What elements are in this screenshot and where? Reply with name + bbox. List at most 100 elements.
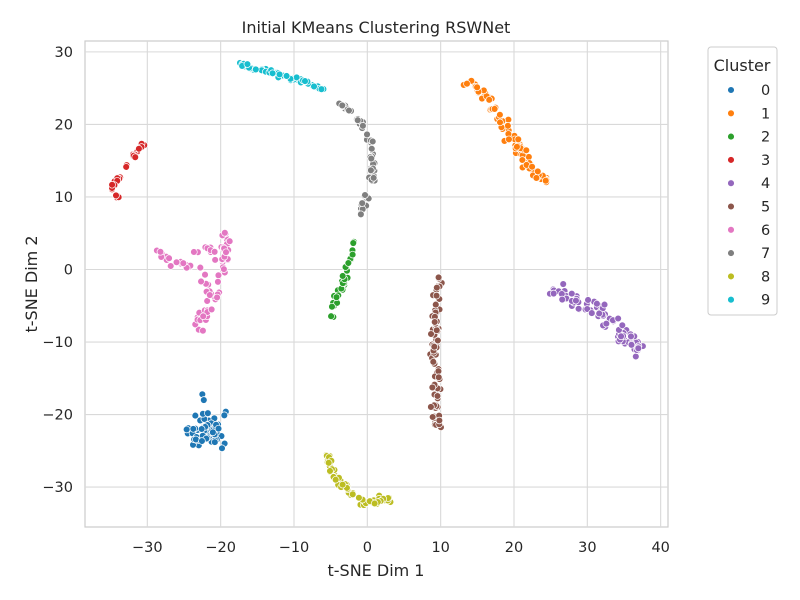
cluster-4-point xyxy=(584,296,592,304)
cluster-4-point xyxy=(595,309,603,318)
cluster-6-point xyxy=(196,263,205,272)
cluster-4-point xyxy=(558,295,566,304)
legend-marker xyxy=(727,109,735,118)
cluster-2-point xyxy=(348,250,357,259)
cluster-5-point xyxy=(428,413,437,421)
cluster-6-point xyxy=(199,326,207,335)
cluster-6-point xyxy=(190,248,198,256)
legend-item: 1 xyxy=(727,106,770,122)
legend-item: 0 xyxy=(727,83,770,99)
x-tick-label: −20 xyxy=(205,540,236,556)
legend-marker xyxy=(727,179,735,187)
cluster-2-point xyxy=(349,239,358,247)
cluster-7-point xyxy=(357,210,365,219)
cluster-4-point xyxy=(559,280,567,288)
cluster-1-point xyxy=(534,167,542,176)
cluster-9-point xyxy=(268,69,277,78)
cluster-4-point xyxy=(602,319,611,328)
cluster-6-point xyxy=(197,277,205,286)
tick-labels: −30 −20 −10 0 10 20 30 40 −30 −20 −10 0 10 20 30 xyxy=(42,45,670,556)
legend-marker xyxy=(727,156,735,164)
cluster-8-point xyxy=(348,490,357,499)
cluster-2-point xyxy=(328,302,336,311)
legend-label: 5 xyxy=(761,200,770,216)
x-tick-label: −10 xyxy=(279,540,310,556)
cluster-6-point xyxy=(222,248,230,256)
cluster-0-point xyxy=(204,409,212,417)
cluster-7-points xyxy=(335,99,379,219)
cluster-9-point xyxy=(282,72,291,80)
cluster-0-point xyxy=(209,428,217,437)
cluster-2-point xyxy=(327,312,335,320)
cluster-8-point xyxy=(326,467,334,475)
cluster-0-point xyxy=(218,444,226,453)
y-axis-label: t-SNE Dim 2 xyxy=(22,236,41,333)
y-tick-label: −20 xyxy=(42,408,73,424)
legend-item: 9 xyxy=(727,293,770,309)
cluster-6-point xyxy=(156,248,165,256)
cluster-1-point xyxy=(473,83,481,92)
cluster-1-point xyxy=(513,143,521,151)
cluster-5-point xyxy=(434,336,442,345)
cluster-6-point xyxy=(210,248,219,256)
legend-marker xyxy=(727,86,735,94)
cluster-5-point xyxy=(434,273,443,282)
cluster-5-point xyxy=(427,403,435,411)
cluster-1-point xyxy=(496,110,504,119)
cluster-5-point xyxy=(430,318,439,326)
cluster-5-points xyxy=(426,273,446,432)
cluster-3-point xyxy=(108,181,116,189)
x-axis-label: t-SNE Dim 1 xyxy=(328,561,425,580)
cluster-1-point xyxy=(505,135,513,144)
cluster-0-point xyxy=(200,396,208,404)
cluster-1-points xyxy=(459,77,551,186)
cluster-0-point xyxy=(211,438,219,446)
x-tick-label: 40 xyxy=(651,540,669,556)
legend-marker xyxy=(727,249,735,257)
cluster-7-point xyxy=(368,137,377,146)
cluster-7-point xyxy=(345,106,353,115)
legend-box xyxy=(707,46,778,316)
y-tick-label: 20 xyxy=(55,117,73,133)
x-tick-label: 10 xyxy=(431,540,449,556)
plot-area xyxy=(84,40,669,528)
cluster-5-point xyxy=(432,326,441,334)
cluster-7-point xyxy=(361,191,369,199)
cluster-1-point xyxy=(496,118,504,127)
cluster-1-point xyxy=(532,174,541,182)
legend-label: 8 xyxy=(761,269,770,285)
legend-marker xyxy=(727,132,735,141)
cluster-5-point xyxy=(435,416,444,425)
cluster-4-point xyxy=(632,352,640,361)
cluster-7-point xyxy=(367,154,376,163)
cluster-7-point xyxy=(359,122,367,130)
cluster-0-point xyxy=(189,425,198,433)
cluster-1-point xyxy=(463,79,471,88)
cluster-9-points xyxy=(236,59,328,93)
cluster-8-point xyxy=(338,480,347,489)
legend-label: 7 xyxy=(761,246,770,262)
cluster-3-point xyxy=(112,191,120,200)
cluster-6-point xyxy=(213,293,221,302)
cluster-0-point xyxy=(197,425,206,433)
cluster-4-point xyxy=(568,289,576,298)
cluster-4-point xyxy=(593,299,601,308)
cluster-1-point xyxy=(541,176,550,185)
cluster-1-point xyxy=(485,96,493,104)
cluster-2-point xyxy=(332,293,341,301)
cluster-3-points xyxy=(108,139,149,202)
x-tick-label: 0 xyxy=(363,540,372,556)
cluster-4-point xyxy=(634,344,643,353)
cluster-1-point xyxy=(504,122,512,130)
cluster-4-point xyxy=(618,321,627,330)
cluster-4-point xyxy=(627,332,635,341)
cluster-9-point xyxy=(310,82,318,91)
legend-label: 4 xyxy=(761,176,770,192)
cluster-6-point xyxy=(165,254,173,262)
legend-marker xyxy=(727,202,735,211)
cluster-5-point xyxy=(433,283,441,292)
y-tick-label: 0 xyxy=(64,262,73,278)
cluster-6-point xyxy=(179,259,188,267)
cluster-6-point xyxy=(172,258,181,266)
